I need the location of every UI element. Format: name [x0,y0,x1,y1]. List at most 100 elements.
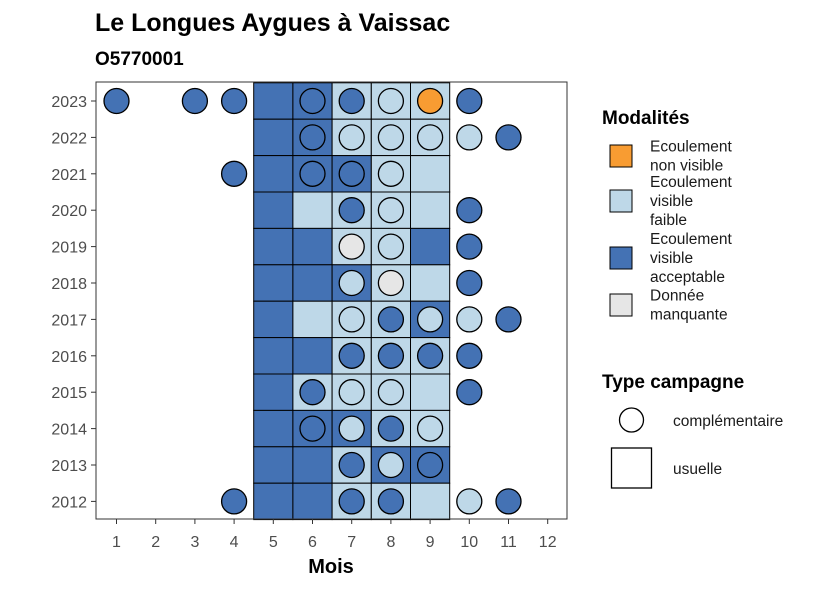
point-2022-10 [456,124,483,151]
legend-key-acceptable [609,246,633,270]
y-tick-label: 2018 [51,276,87,293]
legend-label-complementaire: complémentaire [673,413,783,430]
point-2021-7 [338,160,365,187]
point-2022-6 [299,124,326,151]
x-axis-title: Mois [308,556,354,578]
tile-2012-9 [410,482,451,521]
tile-2012-5 [253,482,294,521]
legend-label-usuelle: usuelle [673,461,722,478]
x-tick-label: 1 [112,534,121,551]
point-2012-10 [456,488,483,515]
point-2018-7 [338,269,365,297]
point-2014-7 [338,415,365,442]
point-2017-11 [495,306,522,333]
point-2019-8 [377,233,405,260]
point-2018-8 [377,269,405,297]
tile-2018-5 [253,264,294,302]
point-2017-9 [416,306,444,333]
point-2016-7 [338,342,365,369]
legend-modalites-title: Modalités [602,108,690,129]
y-tick-label: 2022 [51,130,87,147]
point-2023-9 [416,87,444,115]
legend-label-faible: visible [650,193,693,210]
x-tick-label: 11 [500,534,517,551]
point-2020-8 [377,197,405,224]
point-2020-10 [456,197,483,224]
tile-2017-6 [292,300,333,339]
legend-label-acceptable: Ecoulement [650,231,733,248]
legend-key-complementaire [618,407,645,433]
legend-label-acceptable: visible [650,250,693,267]
legend-label-faible: Ecoulement [650,174,733,191]
point-2012-4 [220,488,248,515]
point-2015-8 [377,379,405,406]
point-2015-7 [338,379,365,406]
point-2022-11 [495,124,522,151]
tile-2018-9 [410,264,451,302]
chart-subtitle: O5770001 [95,49,184,70]
legend-label-faible: faible [650,212,687,229]
tile-2014-5 [253,409,294,448]
chart-title: Le Longues Aygues à Vaissac [95,9,450,37]
x-tick-label: 2 [151,534,160,551]
point-2014-6 [299,415,326,442]
tile-2023-5 [253,82,294,120]
point-2012-11 [495,488,522,515]
tile-2019-5 [253,227,294,266]
y-tick-label: 2016 [51,349,87,366]
tile-2016-5 [253,337,294,375]
point-2020-7 [338,197,365,224]
y-tick-label: 2015 [51,385,87,402]
points-layer [103,87,522,515]
point-2015-10 [456,379,483,406]
point-2014-9 [416,415,444,442]
x-tick-label: 12 [539,534,557,551]
point-2017-8 [377,306,405,333]
point-2019-10 [456,233,483,260]
point-2018-10 [456,269,483,297]
point-2021-4 [220,160,248,187]
y-axis: 2012 2013 2014 2015 2016 2017 2018 2019 2020 2021… [51,94,96,511]
point-2022-8 [377,124,405,151]
x-tick-label: 9 [426,534,435,551]
legend-label-acceptable: acceptable [650,269,725,286]
y-tick-label: 2020 [51,203,87,220]
tile-2019-9 [410,227,451,266]
point-2012-7 [338,488,365,515]
point-2017-7 [338,306,365,333]
tile-2018-6 [292,264,333,302]
tile-2019-6 [292,227,333,266]
tile-2020-5 [253,191,294,229]
point-2019-7 [338,233,365,260]
point-2016-8 [377,342,405,369]
point-2021-6 [299,160,326,187]
x-tick-label: 8 [386,534,395,551]
x-tick-label: 10 [460,534,478,551]
point-2023-10 [456,87,483,115]
point-2013-7 [338,451,365,479]
tile-2021-9 [410,155,451,193]
tile-2015-5 [253,373,294,411]
legend-key-faible [609,189,633,213]
point-2023-6 [299,87,326,115]
legend-key-usuelle [610,447,653,489]
legend-label-nonvisible: Ecoulement [650,139,733,156]
legend-campagne-title: Type campagne [602,372,744,393]
tile-2012-6 [292,482,333,521]
x-tick-label: 4 [230,534,239,551]
point-2013-8 [377,451,405,479]
legend-key-manquante [609,293,633,317]
panel-border [95,81,568,520]
point-2023-8 [377,87,405,115]
tile-2015-9 [410,373,451,411]
tile-2013-5 [253,446,294,484]
point-2012-8 [377,488,405,515]
y-tick-label: 2014 [51,422,87,439]
point-2022-9 [416,124,444,151]
plot-panel [95,81,568,521]
x-tick-label: 7 [347,534,356,551]
tile-2013-6 [292,446,333,484]
point-2023-4 [220,87,248,115]
